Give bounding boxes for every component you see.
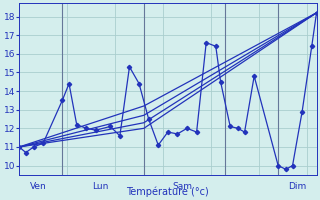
Text: Sam: Sam <box>172 182 192 191</box>
X-axis label: Température (°c): Température (°c) <box>126 186 209 197</box>
Text: Ven: Ven <box>30 182 47 191</box>
Text: Lun: Lun <box>92 182 109 191</box>
Text: Dim: Dim <box>288 182 307 191</box>
